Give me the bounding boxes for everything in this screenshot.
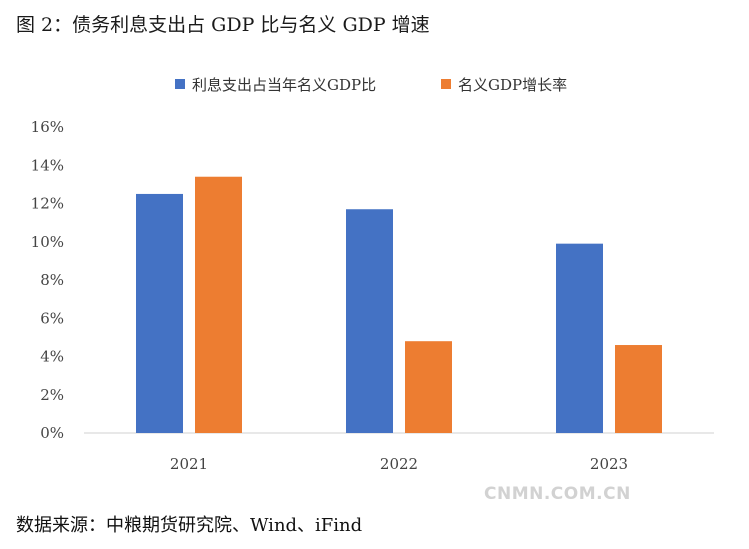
x-tick-label: 2023: [590, 455, 628, 473]
bar: [136, 193, 183, 433]
bar: [615, 345, 662, 433]
x-tick-label: 2022: [380, 455, 418, 473]
y-tick-label: 14%: [31, 156, 64, 174]
x-tick-label: 2021: [170, 455, 208, 473]
bar: [405, 341, 452, 433]
y-tick-label: 0%: [40, 424, 64, 442]
bar: [195, 176, 242, 433]
watermark-text: CNMN.COM.CN: [484, 484, 631, 504]
data-source-note: 数据来源：中粮期货研究院、Wind、iFind: [16, 515, 363, 536]
y-tick-label: 16%: [31, 118, 64, 136]
bar: [556, 243, 603, 433]
y-tick-label: 4%: [40, 348, 64, 366]
legend-swatch: [441, 79, 451, 89]
figure-title: 图 2：债务利息支出占 GDP 比与名义 GDP 增速: [16, 14, 430, 36]
legend-label: 名义GDP增长率: [458, 76, 567, 94]
legend-label: 利息支出占当年名义GDP比: [192, 76, 376, 94]
bar-chart: 0% 2% 4% 6% 8% 10% 12% 14% 16% 2021 2022 2023 利息支出占当…: [31, 76, 714, 473]
y-tick-label: 12%: [31, 195, 64, 213]
y-tick-label: 10%: [31, 233, 64, 251]
bar: [346, 209, 393, 433]
legend-swatch: [175, 79, 185, 89]
y-tick-label: 8%: [40, 271, 64, 289]
y-tick-label: 2%: [40, 386, 64, 404]
y-tick-label: 6%: [40, 309, 64, 327]
